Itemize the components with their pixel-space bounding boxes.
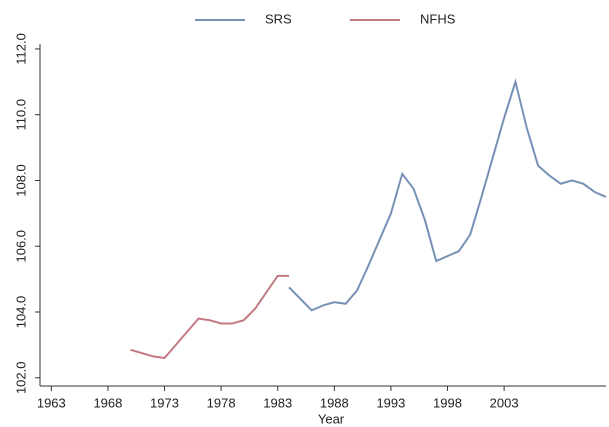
x-tick-label: 1963 [37,395,66,410]
legend-label: NFHS [420,11,456,26]
x-tick-label: 1968 [93,395,122,410]
y-tick-label: 110.0 [13,99,28,131]
x-tick-label: 2003 [490,395,519,410]
y-tick-label: 112.0 [13,33,28,65]
x-tick-label: 1993 [376,395,405,410]
line [288,78,607,312]
line [130,274,290,360]
x-axis-title: Year [318,411,345,426]
legend-label: SRS [265,11,292,26]
y-tick-label: 106.0 [13,230,28,263]
x-tick-label: 1988 [320,395,349,410]
x-tick-label: 1978 [207,395,236,410]
x-tick-label: 1983 [263,395,292,410]
x-tick-label: 1998 [433,395,462,410]
x-tick-label: 1973 [150,395,179,410]
y-tick-label: 104.0 [13,296,28,329]
y-tick-label: 108.0 [13,164,28,197]
y-tick-label: 102.0 [13,362,28,395]
